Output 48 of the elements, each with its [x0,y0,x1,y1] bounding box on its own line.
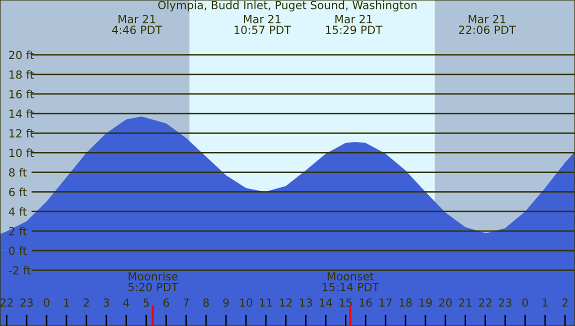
x-tick-label: 10 [240,298,252,307]
x-tick-label: 8 [203,298,209,307]
x-tick-label: 9 [223,298,229,307]
y-tick-label: 14 ft [10,109,34,118]
x-tick-label: 1 [64,298,69,307]
x-tick-label: 1 [542,298,548,307]
x-tick-label: 22 [479,298,492,307]
y-tick-label: 4 ft [8,207,27,216]
x-tick-label: 23 [20,298,33,307]
x-tick-label: 15 [340,298,352,307]
ref-line-label: Moonrise 5:20 PDT [128,272,178,292]
annotation: Mar 21 22:06 PDT [459,14,516,34]
y-tick-label: 12 ft [10,128,34,138]
x-tick-label: 22 [0,298,13,307]
x-tick-label: 19 [420,298,432,307]
x-tick-label: 5 [144,298,149,307]
annotation: Mar 21 15:29 PDT [326,14,382,34]
x-tick-label: 0 [44,298,50,307]
x-tick-label: 12 [280,298,292,307]
y-tick-label: 2 ft [9,226,27,236]
y-tick-label: 16 ft [10,90,34,98]
x-tick-label: 23 [498,298,512,307]
x-tick-label: 18 [400,298,412,307]
x-tick-label: 11 [260,298,272,307]
x-tick-label: 3 [104,298,109,307]
x-tick-label: 6 [163,298,170,307]
y-tick-label: 0 ft [9,246,27,255]
y-tick-label: -2 ft [8,266,31,274]
ref-line-label: Moonset 15:14 PDT [322,272,380,292]
x-tick-label: 2 [562,298,568,307]
y-tick-label: 18 ft [10,70,34,79]
annotation: Mar 21 4:46 PDT [112,14,162,34]
y-tick-label: 20 ft [9,50,34,60]
x-tick-label: 17 [380,298,392,307]
x-tick-label: 2 [84,298,89,307]
x-tick-label: 20 [439,298,452,307]
x-tick-label: 4 [123,298,130,307]
x-tick-label: 16 [360,298,372,307]
x-tick-label: 0 [522,298,528,307]
x-tick-label: 14 [320,298,332,307]
x-tick-label: 21 [459,298,472,307]
y-tick-label: 8 ft [9,168,27,177]
x-tick-label: 7 [184,298,189,307]
y-tick-label: 6 ft [9,188,27,196]
y-tick-label: 10 ft [10,148,34,158]
x-tick-label: 13 [300,298,312,307]
annotation: Mar 21 10:57 PDT [234,14,292,34]
chart-title: Olympia, Budd Inlet, Puget Sound, Washington [158,0,416,12]
